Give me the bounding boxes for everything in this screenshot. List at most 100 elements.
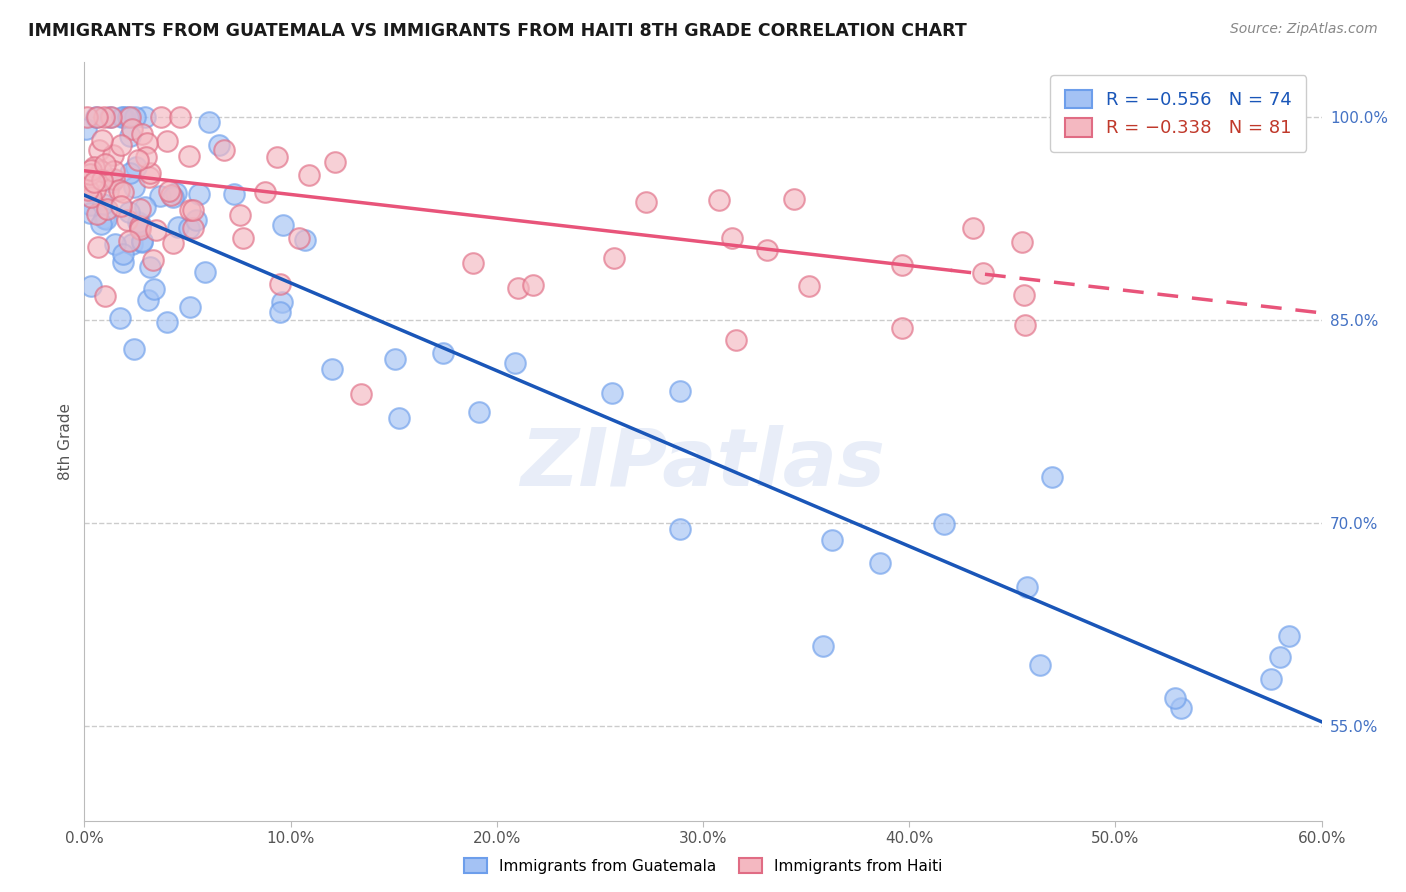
Point — [96, 202, 118, 216]
Point — [117, 213, 139, 227]
Point — [962, 220, 984, 235]
Legend: Immigrants from Guatemala, Immigrants from Haiti: Immigrants from Guatemala, Immigrants fr… — [457, 852, 949, 880]
Point — [198, 114, 221, 128]
Point — [120, 165, 142, 179]
Point — [724, 333, 747, 347]
Point — [118, 234, 141, 248]
Point — [468, 404, 491, 418]
Point — [384, 352, 406, 367]
Point — [756, 243, 779, 257]
Point — [149, 189, 172, 203]
Point — [972, 266, 994, 280]
Point — [294, 233, 316, 247]
Point — [79, 168, 101, 182]
Point — [111, 186, 134, 200]
Point — [138, 170, 160, 185]
Point — [129, 219, 152, 233]
Point — [97, 184, 120, 198]
Point — [117, 110, 139, 124]
Point — [90, 133, 112, 147]
Point — [127, 215, 149, 229]
Point — [110, 310, 132, 325]
Point — [118, 128, 141, 143]
Point — [124, 110, 146, 124]
Point — [103, 171, 125, 186]
Point — [157, 184, 180, 198]
Point — [179, 300, 201, 314]
Point — [77, 183, 100, 197]
Point — [110, 137, 132, 152]
Point — [91, 197, 114, 211]
Point — [125, 160, 148, 174]
Point — [1270, 649, 1292, 664]
Point — [269, 305, 291, 319]
Point — [86, 239, 108, 253]
Point — [101, 175, 124, 189]
Point — [145, 223, 167, 237]
Point — [94, 157, 117, 171]
Point — [142, 252, 165, 267]
Text: IMMIGRANTS FROM GUATEMALA VS IMMIGRANTS FROM HAITI 8TH GRADE CORRELATION CHART: IMMIGRANTS FROM GUATEMALA VS IMMIGRANTS … — [28, 22, 967, 40]
Point — [821, 533, 844, 548]
Point — [187, 186, 209, 201]
Point — [134, 110, 156, 124]
Point — [75, 122, 97, 136]
Point — [1170, 701, 1192, 715]
Point — [194, 265, 217, 279]
Point — [131, 235, 153, 249]
Point — [90, 163, 112, 178]
Point — [117, 205, 139, 219]
Point — [522, 278, 544, 293]
Point — [131, 127, 153, 141]
Point — [139, 260, 162, 274]
Point — [80, 190, 103, 204]
Point — [100, 110, 122, 124]
Point — [111, 246, 134, 260]
Point — [288, 230, 311, 244]
Point — [135, 150, 157, 164]
Point — [159, 188, 181, 202]
Point — [721, 231, 744, 245]
Point — [1012, 288, 1035, 302]
Point — [121, 236, 143, 251]
Point — [162, 189, 184, 203]
Point — [156, 315, 179, 329]
Point — [269, 277, 291, 291]
Point — [94, 211, 117, 226]
Point — [184, 213, 207, 227]
Point — [101, 148, 124, 162]
Point — [112, 110, 135, 124]
Point — [228, 208, 250, 222]
Point — [208, 138, 231, 153]
Point — [1040, 470, 1063, 484]
Point — [271, 218, 294, 232]
Point — [122, 342, 145, 356]
Point — [224, 187, 246, 202]
Point — [271, 294, 294, 309]
Point — [103, 164, 125, 178]
Point — [1014, 318, 1036, 332]
Point — [212, 143, 235, 157]
Point — [254, 185, 277, 199]
Point — [139, 166, 162, 180]
Point — [1011, 235, 1033, 250]
Point — [1278, 629, 1301, 643]
Point — [325, 154, 347, 169]
Point — [79, 206, 101, 220]
Point — [1163, 690, 1185, 705]
Point — [127, 153, 149, 168]
Point — [93, 110, 115, 124]
Point — [76, 110, 98, 124]
Point — [136, 293, 159, 308]
Point — [80, 198, 103, 212]
Point — [80, 163, 103, 178]
Point — [1017, 580, 1039, 594]
Point — [169, 110, 191, 124]
Point — [813, 639, 835, 653]
Point — [111, 254, 134, 268]
Point — [134, 201, 156, 215]
Point — [121, 121, 143, 136]
Point — [797, 279, 820, 293]
Point — [669, 384, 692, 398]
Point — [463, 256, 485, 270]
